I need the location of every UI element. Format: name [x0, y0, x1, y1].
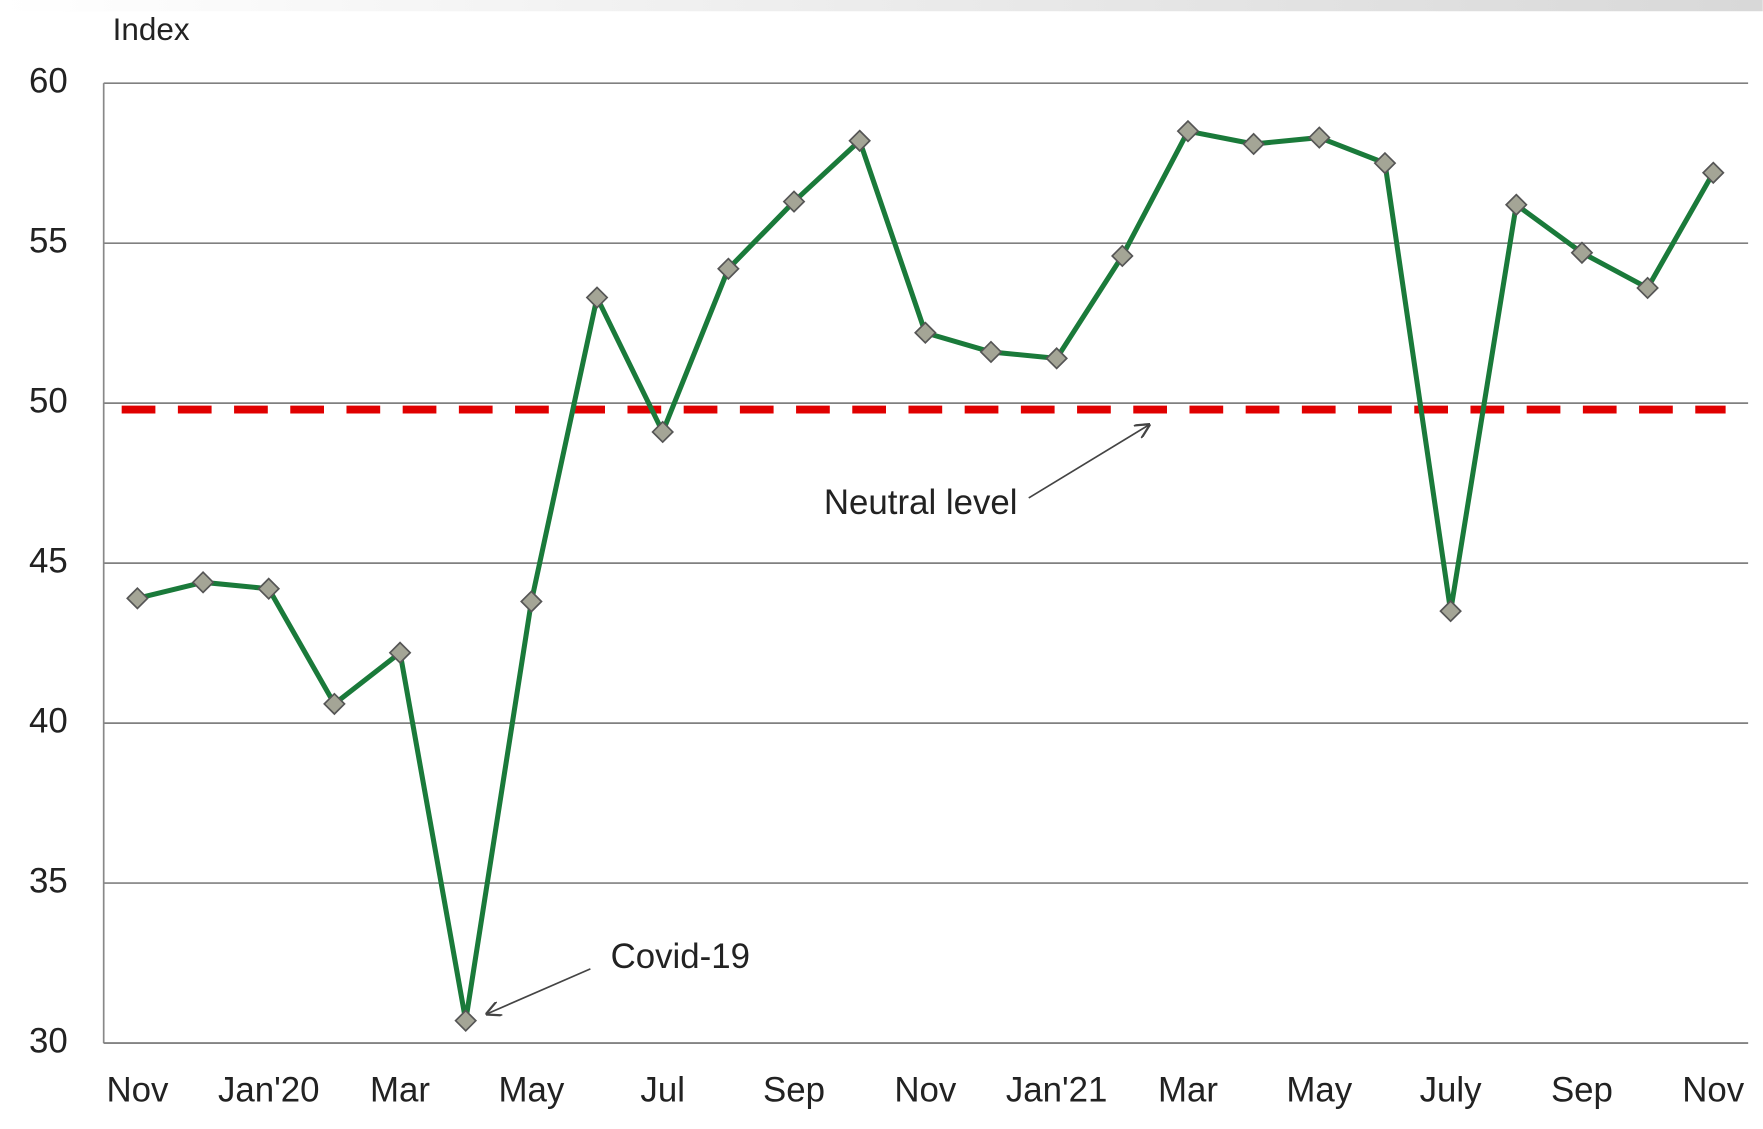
x-tick-label: Nov [894, 1071, 957, 1110]
annotation-arrow [1028, 425, 1149, 499]
point-marker [848, 129, 871, 153]
point-marker [782, 190, 806, 213]
x-tick-label: Sep [1551, 1071, 1613, 1110]
point-marker [1636, 276, 1659, 300]
annotation-arrow [487, 968, 591, 1014]
point-marker [191, 571, 215, 594]
point-marker [1307, 126, 1331, 149]
x-tick-label: Mar [370, 1071, 430, 1110]
point-marker [1439, 599, 1462, 623]
x-tick-label: Mar [1158, 1071, 1218, 1110]
point-marker [520, 590, 543, 613]
x-tick-label: Nov [106, 1071, 169, 1110]
point-marker [1176, 119, 1200, 143]
x-tick-label: Jul [640, 1071, 685, 1110]
point-marker [454, 1009, 478, 1032]
point-marker [323, 692, 346, 716]
y-axis-label: Index [113, 12, 190, 47]
point-marker [1570, 241, 1594, 265]
y-tick-label: 45 [29, 541, 68, 580]
x-tick-label: Sep [763, 1071, 825, 1110]
point-marker [717, 257, 740, 281]
point-marker [388, 641, 412, 665]
reference-label: Neutral level [824, 483, 1018, 522]
line-series [136, 128, 1716, 1024]
point-marker [979, 340, 1003, 364]
x-tick-label: Jan'20 [218, 1071, 320, 1110]
point-marker [1045, 347, 1068, 370]
annotation: Covid-19 [611, 937, 750, 976]
x-tick-label: Nov [1682, 1071, 1745, 1110]
point-marker [1111, 244, 1134, 268]
y-tick-label: 55 [29, 221, 68, 260]
x-tick-label: May [1286, 1071, 1352, 1110]
point-marker [1701, 161, 1725, 185]
point-marker [257, 577, 281, 601]
x-tick-label: July [1420, 1071, 1483, 1110]
x-tick-label: May [498, 1071, 564, 1110]
y-tick-label: 60 [29, 61, 68, 100]
y-tick-label: 30 [29, 1021, 68, 1060]
x-tick-label: Jan'21 [1006, 1071, 1108, 1110]
plot [103, 119, 1749, 1044]
point-marker [1504, 193, 1528, 217]
point-marker [651, 420, 675, 444]
y-tick-label: 50 [29, 381, 68, 420]
point-marker [1373, 151, 1397, 175]
point-marker [585, 286, 609, 309]
y-tick-label: 40 [29, 701, 68, 740]
point-marker [126, 587, 149, 610]
point-marker [1242, 132, 1265, 156]
grid: 30 35 40 45 50 55 60 Nov Jan'20 Mar May Jul Sep Nov Ja… [29, 61, 1749, 1110]
y-tick-label: 35 [29, 861, 68, 900]
point-marker [914, 321, 937, 345]
top-band [0, 0, 1763, 12]
